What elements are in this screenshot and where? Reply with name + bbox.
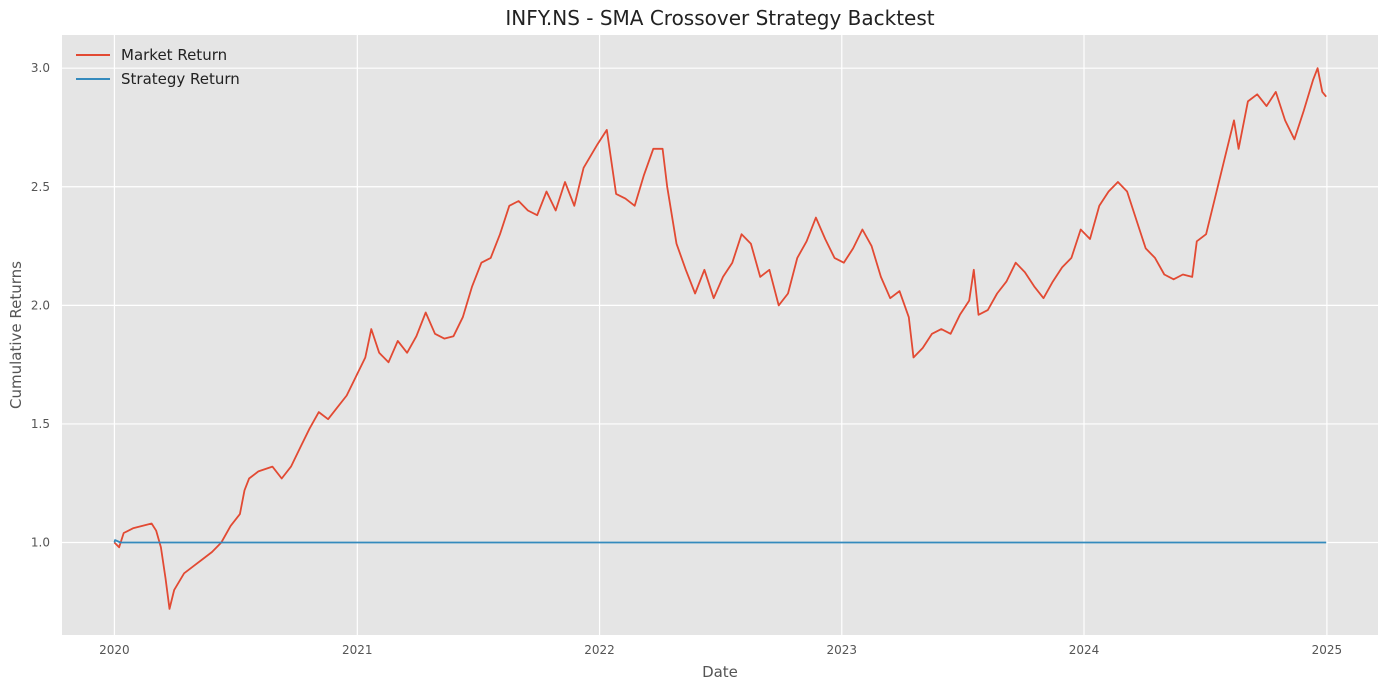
y-tick-label-1.0: 1.0 (31, 536, 50, 550)
x-tick-label-2020: 2020 (99, 643, 130, 657)
y-tick-label-2.5: 2.5 (31, 180, 50, 194)
y-tick-label-2.0: 2.0 (31, 298, 50, 312)
x-axis-label: Date (702, 663, 738, 681)
plot-background (62, 35, 1378, 635)
legend-label-market-return: Market Return (121, 46, 227, 64)
series-line-market-return (113, 67, 1327, 610)
y-tick-label-1.5: 1.5 (31, 417, 50, 431)
series-line-strategy-return (113, 539, 1327, 544)
legend: Market Return Strategy Return (76, 46, 240, 88)
x-tick-label-2021: 2021 (342, 643, 373, 657)
y-tick-labels: 1.0 1.5 2.0 2.5 3.0 (31, 61, 50, 549)
x-tick-label-2023: 2023 (827, 643, 858, 657)
x-tick-label-2022: 2022 (584, 643, 615, 657)
x-tick-label-2025: 2025 (1312, 643, 1343, 657)
x-tick-label-2024: 2024 (1069, 643, 1100, 657)
chart-title: INFY.NS - SMA Crossover Strategy Backtes… (505, 6, 934, 30)
series-lines (113, 67, 1327, 610)
x-tick-labels: 2020 2021 2022 2023 2024 2025 (99, 643, 1342, 657)
y-axis-label: Cumulative Returns (7, 261, 25, 409)
legend-label-strategy-return: Strategy Return (121, 70, 240, 88)
y-tick-label-3.0: 3.0 (31, 61, 50, 75)
